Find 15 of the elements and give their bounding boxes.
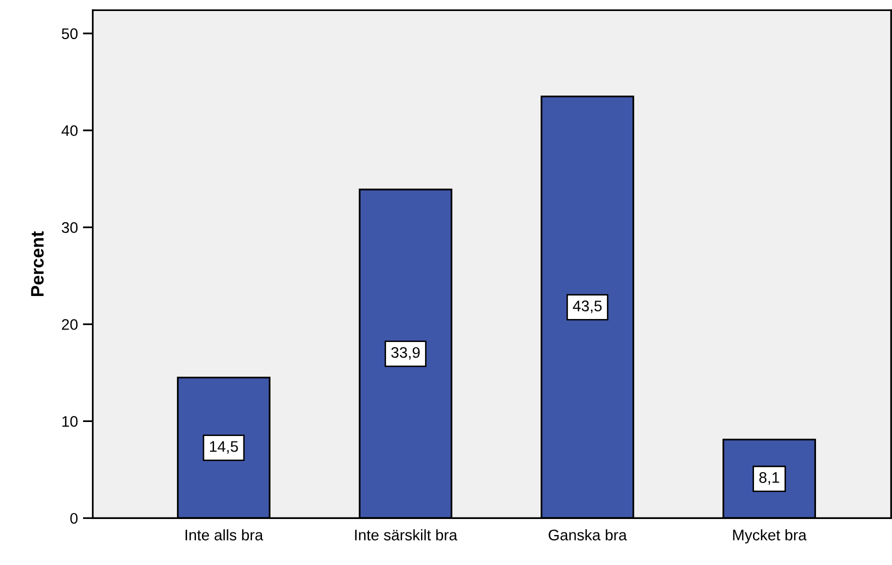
- y-tick-label: 30: [62, 222, 78, 233]
- data-label: 33,9: [391, 347, 420, 360]
- y-axis-title: Percent: [31, 231, 44, 296]
- x-tick-label: Ganska bra: [548, 529, 627, 540]
- x-tick-label: Mycket bra: [733, 529, 807, 544]
- data-label: 14,5: [210, 441, 238, 454]
- y-tick-label: 0: [70, 512, 78, 524]
- y-tick-label: 20: [62, 319, 78, 330]
- x-tick-label: Inte särskilt bra: [355, 529, 458, 540]
- y-tick-label: 40: [62, 125, 78, 136]
- y-tick-label: 10: [62, 416, 78, 427]
- x-tick-label: Inte alls bra: [186, 529, 264, 540]
- data-label: 8,1: [759, 472, 780, 485]
- data-label: 43,5: [572, 300, 602, 314]
- y-tick-label: 50: [62, 28, 78, 40]
